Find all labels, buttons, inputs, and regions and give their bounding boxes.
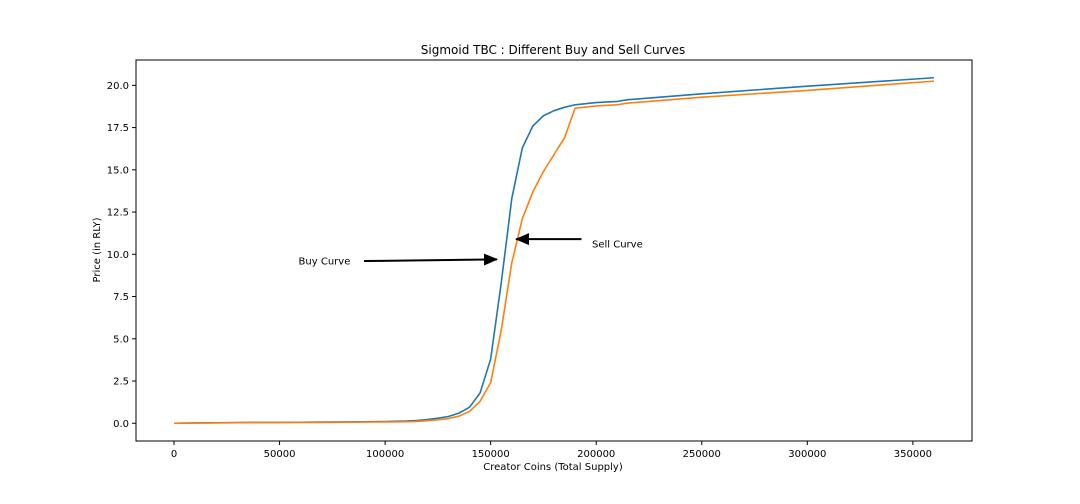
x-axis-label: Creator Coins (Total Supply) [483,462,623,473]
y-tick-label: 12.5 [107,208,129,219]
series-line-0 [173,76,935,425]
chart-title: Sigmoid TBC : Different Buy and Sell Cur… [421,43,685,57]
plot-lines [173,76,935,425]
x-axis: 0 50000 100000 150000 200000 250000 300000 3500… [171,441,932,460]
annotation-label: Sell Curve [592,240,643,251]
x-tick-label: 100000 [366,449,404,460]
x-tick-label: 200000 [577,449,615,460]
x-tick-label: 150000 [472,449,510,460]
x-tick-label: 0 [171,449,177,460]
x-tick-label: 300000 [788,449,826,460]
y-tick-label: 10.0 [107,250,129,261]
annotations: Buy Curve Sell Curve [299,233,643,268]
y-axis-label: Price (in RLY) [92,217,103,282]
x-tick-label: 250000 [683,449,721,460]
y-tick-label: 2.5 [113,377,129,388]
annotation-arrow [363,253,498,266]
y-tick-label: 15.0 [107,165,129,176]
x-tick-label: 350000 [894,449,932,460]
y-tick-label: 7.5 [113,292,129,303]
plot-frame [135,59,973,442]
y-tick-label: 17.5 [107,123,129,134]
y-tick-label: 5.0 [113,334,129,345]
y-tick-label: 20.0 [107,81,129,92]
y-axis: 0.0 2.5 5.0 7.5 10.0 12.5 15.0 17.5 20.0 [107,81,136,430]
annotation-label: Buy Curve [299,257,351,268]
x-tick-label: 50000 [264,449,296,460]
y-tick-label: 0.0 [113,419,129,430]
series-line-1 [173,80,935,425]
